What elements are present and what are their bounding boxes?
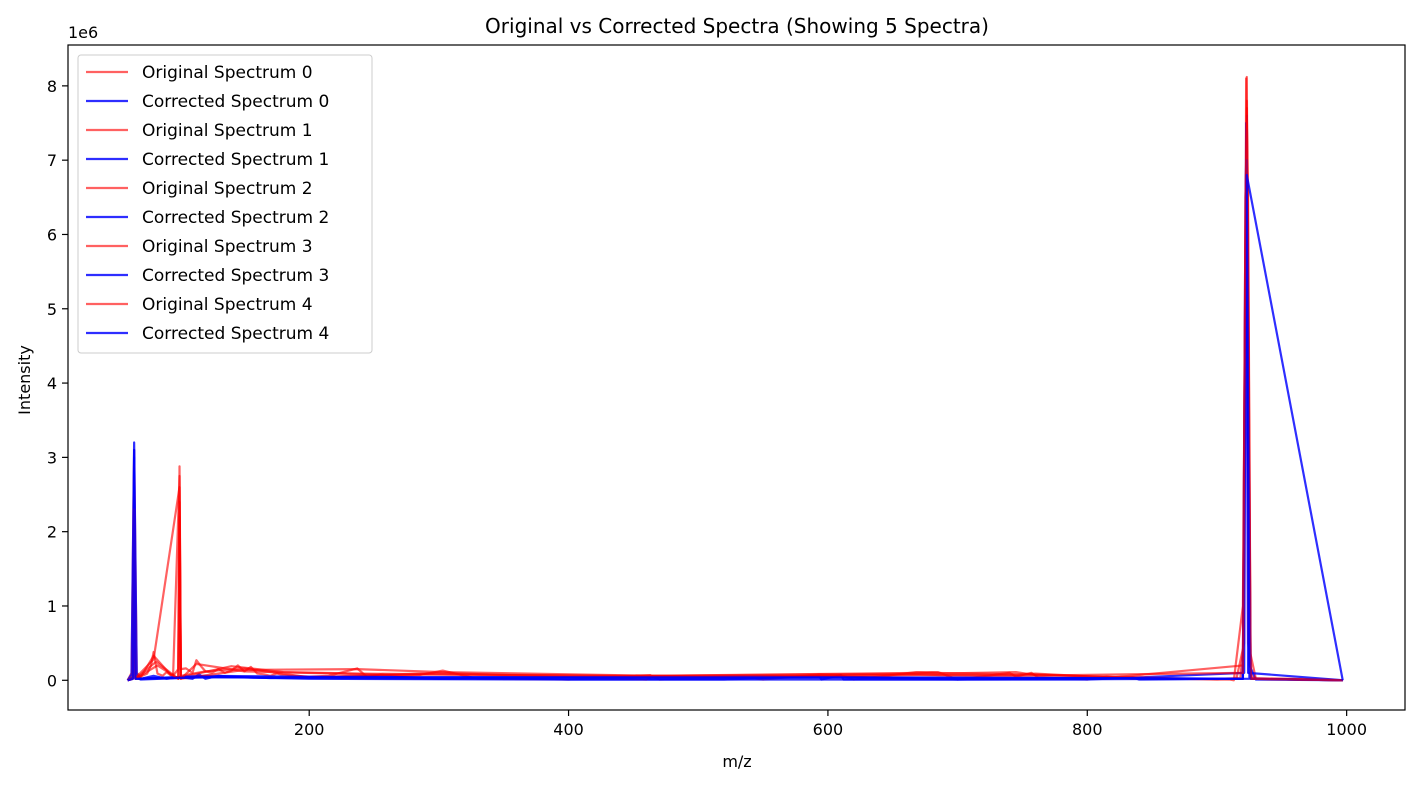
x-tick-label: 1000 xyxy=(1326,720,1367,739)
legend-label: Corrected Spectrum 4 xyxy=(142,324,329,344)
series-lines xyxy=(126,75,1344,682)
legend-label: Corrected Spectrum 1 xyxy=(142,150,329,170)
x-tick-label: 400 xyxy=(553,720,584,739)
y-tick-label: 7 xyxy=(47,151,57,170)
x-tick-label: 800 xyxy=(1072,720,1103,739)
y-tick-label: 5 xyxy=(47,300,57,319)
axes: 200 400 600 800 1000 0 1 2 3 4 5 6 7 8 xyxy=(47,44,1406,739)
y-offset-label: 1e6 xyxy=(68,23,98,42)
y-tick-label: 3 xyxy=(47,448,57,467)
y-tick-label: 8 xyxy=(47,77,57,96)
legend-label: Corrected Spectrum 0 xyxy=(142,92,329,112)
legend-box xyxy=(77,54,373,354)
y-tick-label: 2 xyxy=(47,523,57,542)
legend-label: Corrected Spectrum 2 xyxy=(142,208,329,228)
axes-frame xyxy=(67,44,1406,711)
corrected-spectrum-line-4 xyxy=(127,173,1344,682)
legend: Original Spectrum 0 Corrected Spectrum 0 O… xyxy=(77,54,373,354)
y-tick-label: 4 xyxy=(47,374,57,393)
y-axis-label: Intensity xyxy=(15,345,34,415)
chart-title: Original vs Corrected Spectra (Showing 5… xyxy=(485,14,989,38)
original-spectrum-line-4 xyxy=(127,121,1343,682)
legend-label: Original Spectrum 1 xyxy=(142,121,313,141)
legend-label: Corrected Spectrum 3 xyxy=(142,266,329,286)
legend-label: Original Spectrum 4 xyxy=(142,295,313,315)
y-tick-label: 1 xyxy=(47,597,57,616)
x-tick-label: 200 xyxy=(294,720,325,739)
x-tick-label: 600 xyxy=(813,720,844,739)
x-axis-label: m/z xyxy=(722,752,751,771)
y-tick-label: 6 xyxy=(47,225,57,244)
legend-label: Original Spectrum 2 xyxy=(142,179,313,199)
plot-area xyxy=(126,75,1344,682)
y-tick-label: 0 xyxy=(47,671,57,690)
legend-label: Original Spectrum 0 xyxy=(142,63,313,83)
legend-label: Original Spectrum 3 xyxy=(142,237,313,257)
